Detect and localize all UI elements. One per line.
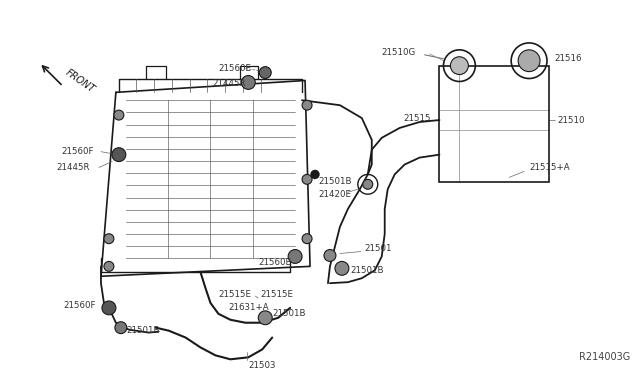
Circle shape bbox=[451, 57, 468, 74]
Circle shape bbox=[302, 100, 312, 110]
Circle shape bbox=[114, 150, 124, 160]
Circle shape bbox=[335, 262, 349, 275]
Text: 21560F: 21560F bbox=[63, 301, 95, 310]
Text: 21501B: 21501B bbox=[272, 310, 306, 318]
Text: 21631+A: 21631+A bbox=[228, 304, 269, 312]
Text: 21560F: 21560F bbox=[61, 147, 93, 156]
Text: 21445R: 21445R bbox=[212, 79, 246, 88]
Circle shape bbox=[114, 110, 124, 120]
Text: 21501: 21501 bbox=[365, 244, 392, 253]
Text: 21501B: 21501B bbox=[350, 266, 383, 275]
Circle shape bbox=[363, 179, 372, 189]
Circle shape bbox=[112, 148, 126, 161]
Circle shape bbox=[302, 174, 312, 184]
Circle shape bbox=[104, 234, 114, 244]
Circle shape bbox=[259, 67, 271, 78]
Text: 21510G: 21510G bbox=[381, 48, 416, 57]
Text: 21501B: 21501B bbox=[318, 177, 351, 186]
Circle shape bbox=[311, 170, 319, 178]
Bar bbox=[440, 65, 549, 182]
Circle shape bbox=[104, 262, 114, 271]
Circle shape bbox=[115, 322, 127, 334]
Text: 21503: 21503 bbox=[248, 361, 276, 370]
Text: 21560E: 21560E bbox=[218, 64, 252, 73]
Circle shape bbox=[102, 301, 116, 315]
Text: 21445R: 21445R bbox=[56, 163, 90, 172]
Circle shape bbox=[302, 234, 312, 244]
Circle shape bbox=[324, 250, 336, 262]
Circle shape bbox=[259, 311, 272, 325]
Text: 21515E: 21515E bbox=[260, 289, 293, 299]
Circle shape bbox=[288, 250, 302, 263]
Text: 21560E: 21560E bbox=[259, 258, 291, 267]
Text: 21515E: 21515E bbox=[218, 289, 252, 299]
Text: 21515+A: 21515+A bbox=[529, 163, 570, 172]
Text: 21510: 21510 bbox=[557, 116, 584, 125]
Circle shape bbox=[241, 76, 255, 89]
Text: 21501B: 21501B bbox=[127, 326, 161, 335]
Text: 21420E: 21420E bbox=[318, 190, 351, 199]
Text: 21515: 21515 bbox=[404, 113, 431, 122]
Text: R214003G: R214003G bbox=[579, 352, 630, 362]
Circle shape bbox=[518, 50, 540, 71]
Text: 21516: 21516 bbox=[554, 54, 582, 63]
Text: FRONT: FRONT bbox=[63, 67, 96, 94]
